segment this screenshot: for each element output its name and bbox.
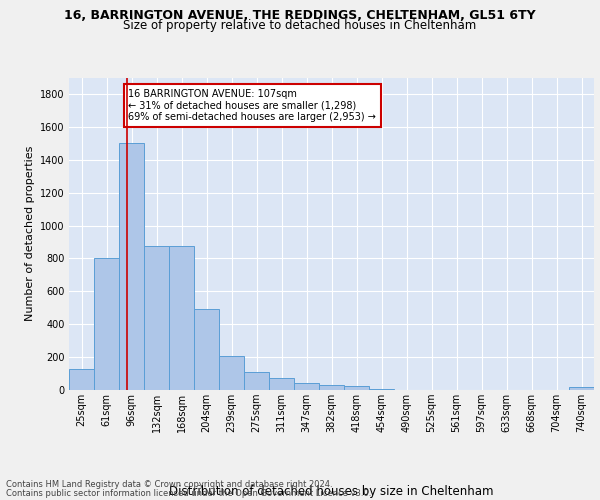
Bar bbox=[344, 386, 369, 390]
Text: Size of property relative to detached houses in Cheltenham: Size of property relative to detached ho… bbox=[124, 19, 476, 32]
X-axis label: Distribution of detached houses by size in Cheltenham: Distribution of detached houses by size … bbox=[169, 485, 494, 498]
Bar bbox=[269, 378, 294, 390]
Bar bbox=[169, 246, 194, 390]
Bar bbox=[294, 382, 319, 390]
Text: Contains HM Land Registry data © Crown copyright and database right 2024.: Contains HM Land Registry data © Crown c… bbox=[6, 480, 332, 489]
Bar bbox=[369, 388, 394, 390]
Bar bbox=[244, 372, 269, 390]
Bar bbox=[219, 356, 244, 390]
Bar bbox=[119, 144, 144, 390]
Bar bbox=[69, 368, 94, 390]
Text: Contains public sector information licensed under the Open Government Licence v3: Contains public sector information licen… bbox=[6, 488, 371, 498]
Bar bbox=[569, 387, 594, 390]
Y-axis label: Number of detached properties: Number of detached properties bbox=[25, 146, 35, 322]
Bar bbox=[319, 385, 344, 390]
Bar bbox=[94, 258, 119, 390]
Bar bbox=[144, 246, 169, 390]
Text: 16 BARRINGTON AVENUE: 107sqm
← 31% of detached houses are smaller (1,298)
69% of: 16 BARRINGTON AVENUE: 107sqm ← 31% of de… bbox=[128, 89, 376, 122]
Bar bbox=[194, 308, 219, 390]
Text: 16, BARRINGTON AVENUE, THE REDDINGS, CHELTENHAM, GL51 6TY: 16, BARRINGTON AVENUE, THE REDDINGS, CHE… bbox=[64, 9, 536, 22]
